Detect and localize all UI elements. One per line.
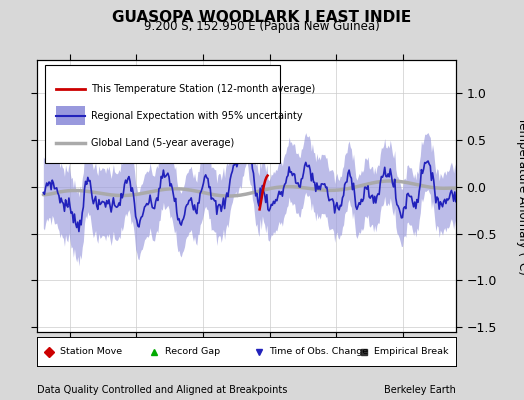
Bar bbox=[56, 106, 85, 125]
Text: Data Quality Controlled and Aligned at Breakpoints: Data Quality Controlled and Aligned at B… bbox=[37, 385, 287, 395]
Y-axis label: Temperature Anomaly (°C): Temperature Anomaly (°C) bbox=[516, 117, 524, 275]
Text: Station Move: Station Move bbox=[60, 347, 122, 356]
Text: This Temperature Station (12-month average): This Temperature Station (12-month avera… bbox=[91, 84, 315, 94]
Text: Global Land (5-year average): Global Land (5-year average) bbox=[91, 138, 234, 148]
Text: GUASOPA WOODLARK I EAST INDIE: GUASOPA WOODLARK I EAST INDIE bbox=[112, 10, 412, 25]
Text: Time of Obs. Change: Time of Obs. Change bbox=[269, 347, 368, 356]
Text: Record Gap: Record Gap bbox=[165, 347, 220, 356]
Text: Regional Expectation with 95% uncertainty: Regional Expectation with 95% uncertaint… bbox=[91, 111, 303, 121]
Text: Empirical Break: Empirical Break bbox=[374, 347, 449, 356]
Text: Berkeley Earth: Berkeley Earth bbox=[384, 385, 456, 395]
Bar bbox=[45, 66, 280, 163]
Text: 9.200 S, 152.950 E (Papua New Guinea): 9.200 S, 152.950 E (Papua New Guinea) bbox=[144, 20, 380, 33]
